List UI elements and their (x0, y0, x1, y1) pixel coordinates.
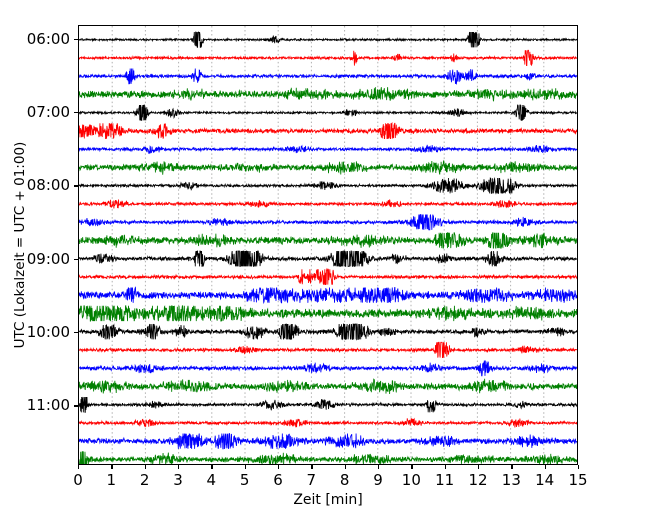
x-tick-label: 3 (173, 471, 183, 489)
seismic-trace (79, 49, 577, 67)
x-tick-mark (211, 465, 213, 469)
seismic-trace (79, 87, 577, 102)
seismic-trace (79, 377, 577, 395)
x-axis-tick-labels: 0 1 2 3 4 5 6 7 8 9 10 11 12 13 14 15 (73, 471, 587, 491)
seismic-trace (79, 177, 577, 195)
y-tick-mark (74, 185, 78, 187)
y-tick-mark (74, 405, 78, 407)
y-tick-label: 11:00 (26, 396, 70, 415)
y-tick-label: 09:00 (26, 249, 70, 268)
x-axis-tick-marks (78, 465, 580, 469)
seismic-trace (79, 341, 577, 359)
seismic-trace (79, 159, 577, 175)
seismic-trace (79, 31, 577, 48)
x-tick-mark (278, 465, 280, 469)
x-tick-label: 8 (339, 471, 350, 489)
seismic-trace (79, 214, 577, 231)
y-axis-tick-labels: 06:00 07:00 08:00 09:00 10:00 11:00 (0, 25, 70, 465)
x-tick-label: 4 (206, 471, 217, 489)
seismic-trace (79, 305, 577, 322)
x-tick-label: 7 (306, 471, 317, 489)
seismic-trace (79, 231, 577, 249)
plot-area (78, 25, 578, 465)
seismic-trace (79, 249, 577, 268)
y-axis-tick-marks (74, 25, 78, 465)
seismic-trace (79, 433, 577, 450)
x-tick-mark (544, 465, 546, 469)
x-tick-mark (578, 465, 580, 469)
seismic-trace (79, 360, 577, 377)
x-tick-mark (178, 465, 180, 469)
x-tick-mark (111, 465, 113, 469)
x-tick-mark (244, 465, 246, 469)
seismic-trace (79, 417, 577, 428)
x-tick-mark (378, 465, 380, 469)
x-tick-label: 0 (73, 471, 83, 489)
x-tick-label: 1 (106, 471, 117, 489)
x-tick-mark (444, 465, 446, 469)
seismic-trace (79, 121, 577, 140)
x-tick-mark (144, 465, 146, 469)
x-tick-label: 14 (535, 471, 555, 489)
seismic-trace (79, 450, 577, 464)
x-axis-title: Zeit [min] (293, 492, 363, 508)
y-tick-mark (74, 112, 78, 114)
x-tick-label: 11 (435, 471, 455, 489)
seismic-trace (79, 323, 577, 341)
y-tick-label: 06:00 (26, 29, 70, 48)
x-tick-label: 12 (468, 471, 488, 489)
y-tick-mark (74, 258, 78, 261)
y-tick-mark (74, 332, 78, 334)
x-tick-label: 2 (139, 471, 150, 489)
seismic-trace (79, 104, 577, 121)
y-tick-label: 08:00 (26, 176, 70, 195)
seismic-trace (79, 144, 577, 155)
x-tick-mark (78, 465, 80, 469)
seismic-trace (79, 267, 577, 286)
x-tick-label: 10 (401, 471, 421, 489)
seismic-trace (79, 396, 577, 413)
y-tick-mark (74, 38, 78, 41)
seismic-traces (79, 31, 577, 464)
y-tick-label: 07:00 (26, 103, 70, 122)
x-tick-label: 9 (373, 471, 383, 489)
x-tick-mark (411, 465, 413, 469)
x-tick-mark (311, 465, 313, 469)
x-tick-label: 13 (501, 471, 521, 489)
x-tick-label: 6 (273, 471, 283, 489)
y-tick-label: 10:00 (26, 323, 70, 342)
seismic-trace (79, 68, 577, 85)
seismic-trace (79, 199, 577, 209)
seismic-trace (79, 286, 577, 305)
x-tick-mark (478, 465, 480, 469)
x-tick-label: 15 (568, 471, 588, 489)
x-tick-label: 5 (239, 471, 250, 489)
x-tick-mark (511, 465, 513, 469)
x-tick-mark (344, 465, 346, 469)
